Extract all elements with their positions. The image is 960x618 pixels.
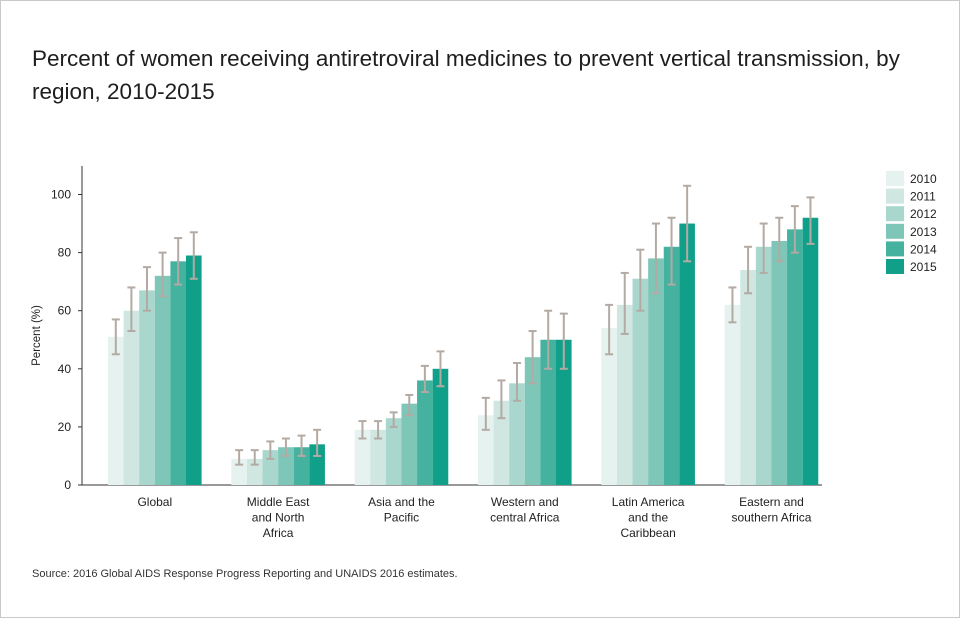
bar-2015: [309, 444, 325, 485]
bar-2014: [417, 380, 433, 485]
legend-label-2010: 2010: [910, 172, 937, 186]
legend-label-2013: 2013: [910, 225, 937, 239]
bar-2015: [556, 339, 572, 485]
bar-2012: [632, 278, 649, 485]
source-note: Source: 2016 Global AIDS Response Progre…: [32, 568, 458, 580]
y-tick-label: 20: [58, 420, 72, 434]
x-category-label-line: and North: [252, 511, 305, 525]
y-tick-label: 100: [51, 188, 71, 202]
legend-swatch-2012: [886, 206, 904, 222]
x-category-label-line: Caribbean: [620, 526, 675, 540]
legend-label-2012: 2012: [910, 207, 937, 221]
x-category-label-line: Western and: [491, 495, 559, 509]
bar-2010: [108, 336, 124, 485]
x-category-label-line: Eastern and: [739, 495, 804, 509]
legend-swatch-2011: [886, 188, 904, 204]
y-axis-title: Percent (%): [31, 305, 43, 366]
y-tick-label: 60: [58, 304, 72, 318]
legend-label-2011: 2011: [910, 190, 936, 204]
bar-2013: [401, 403, 418, 485]
bar-2013: [154, 275, 171, 485]
x-category-label: Global: [137, 495, 172, 509]
bar-2015: [186, 255, 202, 485]
x-category-label-line: central Africa: [490, 511, 560, 525]
bar-2013: [771, 240, 788, 485]
x-category-label: Asia and the Pacific: [368, 495, 435, 525]
x-category-label-line: Global: [137, 495, 172, 509]
bar-2015: [432, 368, 449, 485]
x-category-label-line: Africa: [263, 526, 294, 540]
bar-2013: [648, 258, 664, 485]
legend-swatch-2010: [886, 171, 904, 186]
bar-2012: [755, 246, 772, 485]
bar-2013: [524, 357, 541, 485]
y-tick-label: 40: [58, 362, 72, 376]
legend-swatch-2015: [886, 259, 904, 274]
legend-swatch-2013: [886, 223, 904, 239]
x-category-label: Eastern and southern Africa: [731, 495, 811, 525]
x-category-label-line: Pacific: [384, 511, 419, 525]
bar-2012: [139, 290, 155, 485]
x-category-label: Western and central Africa: [490, 495, 560, 525]
bar-2014: [540, 339, 556, 485]
bar-2010: [354, 429, 371, 485]
y-tick-label: 80: [58, 246, 72, 260]
bar-2014: [787, 229, 803, 485]
x-category-label: Middle East and North Africa: [247, 495, 310, 540]
x-category-label-line: Latin America: [612, 495, 685, 509]
x-category-label-line: Asia and the: [368, 495, 435, 509]
bar-2012: [385, 418, 402, 485]
bar-2011: [616, 304, 633, 485]
x-category-label: Latin America and the Caribbean: [612, 495, 685, 540]
bar-2010: [601, 328, 617, 485]
x-category-label-line: and the: [628, 511, 668, 525]
bar-2012: [509, 383, 525, 485]
x-category-label-line: southern Africa: [731, 511, 811, 525]
bar-2014: [170, 261, 186, 485]
x-category-label-line: Middle East: [247, 495, 310, 509]
bar-2014: [663, 246, 680, 485]
chart-title: Percent of women receiving antiretrovira…: [32, 46, 900, 104]
bar-2011: [740, 270, 756, 485]
bar-2015: [802, 217, 819, 486]
legend-swatch-2014: [886, 241, 904, 257]
bar-2011: [493, 400, 510, 485]
bar-2011: [370, 429, 386, 485]
legend-label-2015: 2015: [910, 260, 937, 274]
bar-2010: [478, 415, 494, 485]
bar-2011: [123, 310, 140, 485]
bar-2010: [724, 304, 741, 485]
legend-label-2014: 2014: [910, 242, 937, 256]
bar-2015: [679, 223, 695, 486]
y-tick-label: 0: [64, 478, 71, 492]
